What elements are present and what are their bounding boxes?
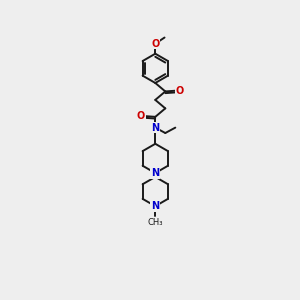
Text: O: O [176, 86, 184, 96]
Text: O: O [151, 39, 159, 49]
Text: N: N [151, 123, 159, 133]
Text: O: O [136, 111, 145, 121]
Text: N: N [151, 168, 159, 178]
Text: N: N [151, 201, 159, 211]
Text: CH₃: CH₃ [148, 218, 163, 227]
